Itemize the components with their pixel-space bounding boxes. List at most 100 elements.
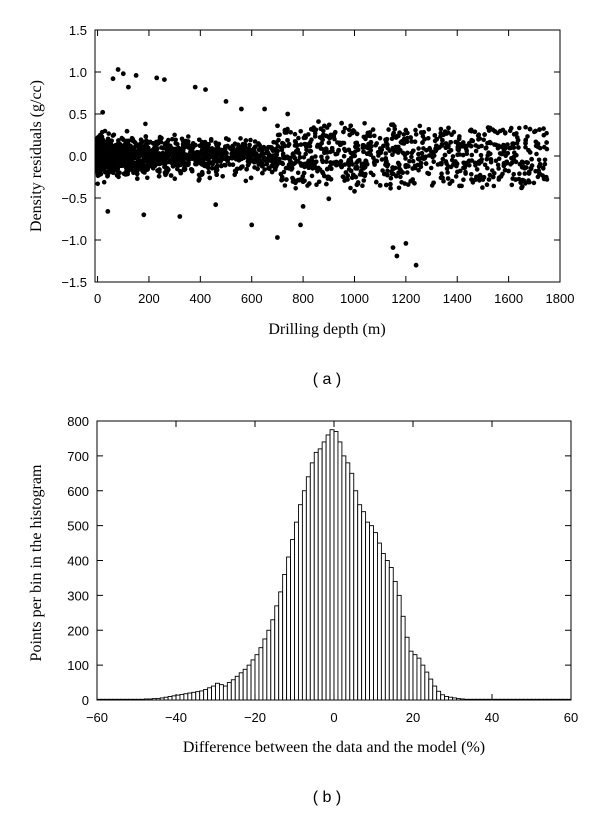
histogram-bar	[503, 698, 509, 701]
scatter-point	[315, 142, 321, 148]
scatter-point	[309, 137, 314, 142]
scatter-point	[189, 146, 195, 151]
scatter-point	[442, 152, 448, 158]
scatter-point	[360, 172, 366, 178]
scatter-point	[295, 147, 301, 153]
scatter-point	[396, 185, 402, 191]
scatter-point	[245, 159, 251, 164]
scatter-point	[239, 106, 244, 112]
scatter-point	[388, 186, 393, 191]
scatter-point	[281, 153, 286, 158]
scatter-point	[301, 170, 307, 176]
scatter-point	[426, 127, 432, 132]
scatter-point	[322, 173, 327, 179]
scatter-point	[431, 159, 437, 164]
scatter-point	[121, 137, 126, 142]
scatter-point	[385, 145, 390, 151]
scatter-point	[432, 133, 438, 138]
x-tick-label: 0	[94, 291, 101, 306]
y-tick-label: 0.5	[69, 107, 87, 122]
scatter-point	[517, 161, 523, 167]
histogram-bar	[452, 697, 457, 701]
histogram-bar	[416, 657, 422, 701]
scatter-point	[501, 163, 507, 169]
scatter-point	[487, 139, 493, 145]
histogram-bar	[349, 472, 355, 701]
panel-label: ( a )	[313, 371, 341, 388]
scatter-point	[186, 145, 191, 150]
scatter-point	[109, 144, 115, 149]
y-tick-label: 800	[67, 414, 89, 429]
scatter-point	[461, 177, 466, 182]
scatter-point	[439, 171, 444, 176]
scatter-point	[493, 158, 499, 164]
scatter-point	[379, 157, 385, 162]
histogram-bar	[203, 689, 209, 701]
scatter-point	[286, 166, 292, 171]
scatter-point	[167, 145, 173, 151]
scatter-point	[506, 168, 511, 174]
scatter-point	[110, 76, 116, 82]
scatter-point	[188, 167, 194, 172]
scatter-point	[211, 152, 216, 158]
scatter-point	[138, 141, 144, 146]
histogram-bar	[226, 682, 232, 701]
scatter-point	[350, 153, 356, 158]
scatter-point	[357, 158, 362, 163]
y-tick-label: 300	[67, 588, 89, 603]
scatter-point	[430, 155, 435, 160]
scatter-point	[125, 84, 131, 90]
scatter-point	[318, 146, 324, 151]
histogram-bar	[270, 619, 276, 701]
scatter-point	[511, 132, 517, 137]
scatter-point	[401, 136, 407, 142]
scatter-point	[309, 155, 315, 161]
scatter-point	[439, 160, 444, 166]
scatter-point	[125, 152, 131, 158]
scatter-point	[108, 152, 113, 157]
scatter-point	[279, 147, 285, 153]
scatter-point	[390, 245, 396, 251]
scatter-point	[213, 202, 219, 208]
scatter-point	[515, 137, 521, 143]
scatter-point	[329, 166, 334, 171]
x-tick-label: 800	[292, 291, 314, 306]
scatter-point	[384, 182, 389, 188]
scatter-point	[105, 174, 110, 179]
scatter-point	[310, 166, 315, 171]
scatter-point	[100, 148, 106, 154]
scatter-point	[298, 222, 303, 228]
scatter-point	[446, 164, 451, 169]
scatter-point	[544, 130, 549, 136]
scatter-point	[153, 162, 159, 167]
scatter-point	[354, 182, 360, 188]
scatter-point	[225, 143, 230, 149]
scatter-point	[352, 188, 357, 194]
scatter-point	[109, 169, 115, 175]
scatter-point	[164, 148, 170, 153]
scatter-point	[128, 167, 134, 172]
scatter-point	[397, 166, 402, 171]
scatter-point	[269, 146, 275, 151]
histogram-bar	[459, 698, 465, 701]
scatter-point	[534, 151, 539, 157]
y-tick-label: 0.0	[69, 149, 87, 164]
scatter-point	[145, 175, 150, 181]
scatter-point	[334, 159, 339, 165]
scatter-point	[319, 141, 325, 146]
scatter-point	[405, 170, 410, 175]
histogram-bar	[404, 636, 410, 701]
scatter-point	[379, 147, 385, 153]
scatter-point	[346, 127, 352, 133]
scatter-point	[236, 158, 242, 163]
panel-a-scatter-plot: 0 200 400 600 800 1000 1200 1400 1600 1800 1.5 1.0…	[28, 23, 574, 388]
scatter-point	[120, 71, 126, 77]
histogram-bar	[199, 690, 205, 701]
scatter-point	[178, 170, 184, 176]
scatter-point	[173, 137, 178, 143]
scatter-point	[529, 156, 534, 162]
scatter-point	[365, 145, 371, 151]
scatter-point	[239, 164, 244, 170]
histogram-bar	[321, 441, 327, 701]
scatter-point	[372, 133, 377, 139]
